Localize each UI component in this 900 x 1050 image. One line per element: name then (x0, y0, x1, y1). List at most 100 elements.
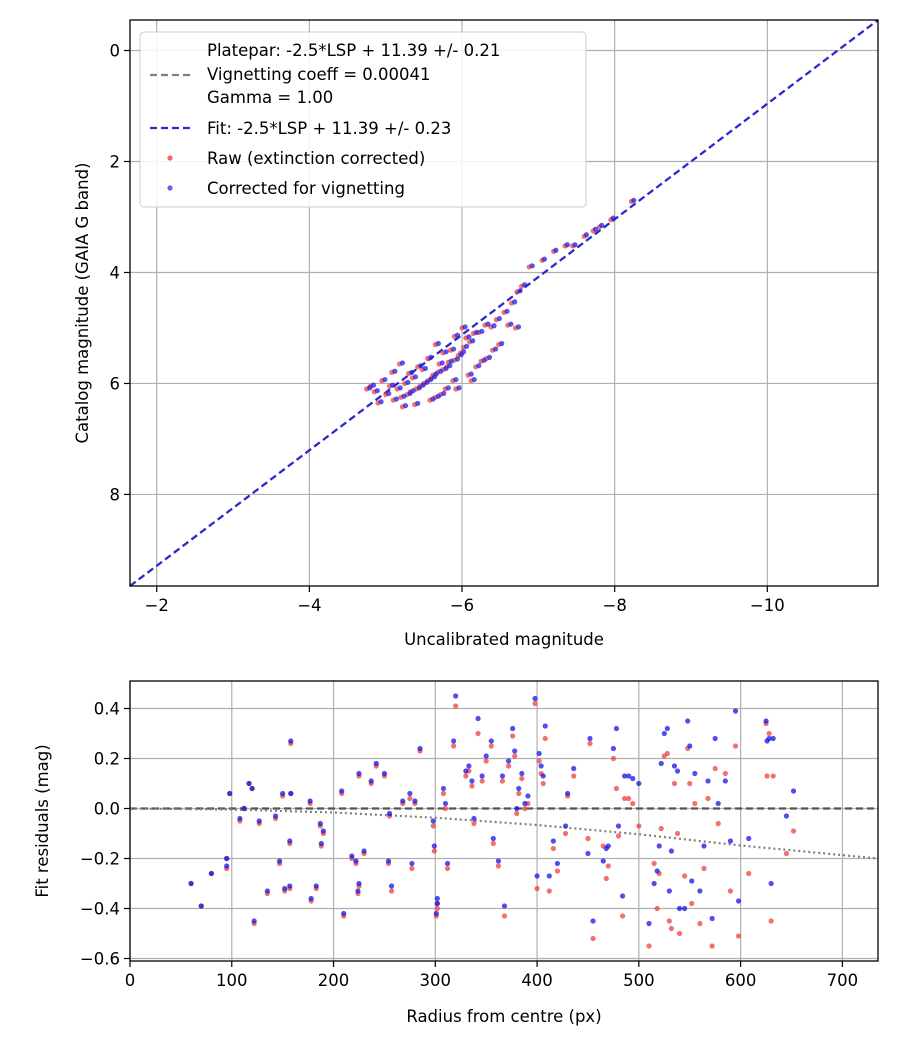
point-corrected (540, 773, 546, 779)
point-corrected (388, 883, 395, 889)
point-corrected (473, 329, 480, 336)
y-tick-label: 2 (110, 153, 121, 172)
point-corrected (256, 818, 262, 824)
point-corrected (768, 880, 774, 887)
point-corrected (469, 778, 475, 784)
point-corrected (453, 376, 459, 383)
point-corrected (392, 368, 398, 374)
point-corrected (381, 770, 388, 777)
legend-entry-fit: Fit: -2.5*LSP + 11.39 +/- 0.23 (207, 119, 451, 138)
point-raw (532, 700, 538, 707)
point-raw (519, 775, 525, 782)
point-corrected (417, 745, 423, 752)
point-corrected (626, 773, 632, 779)
point-raw (676, 930, 683, 937)
point-corrected (401, 393, 407, 399)
point-raw (712, 765, 718, 772)
point-corrected (430, 396, 436, 402)
point-corrected (651, 880, 657, 887)
point-corrected (277, 858, 283, 864)
point-corrected (515, 324, 522, 330)
point-corrected (529, 263, 535, 269)
point-raw (715, 820, 721, 827)
point-corrected (454, 356, 461, 362)
point-corrected (564, 242, 570, 248)
point-corrected (435, 340, 441, 347)
point-corrected (464, 343, 470, 349)
point-raw (605, 863, 611, 869)
top-x-axis-label: Uncalibrated magnitude (404, 630, 604, 649)
point-raw (451, 743, 457, 749)
point-corrected (287, 838, 293, 844)
point-corrected (722, 778, 728, 784)
legend-entry-vignetting: Vignetting coeff = 0.00041 (207, 65, 431, 84)
point-raw (510, 733, 516, 739)
x-tick-label: 700 (827, 971, 859, 990)
point-corrected (402, 403, 409, 409)
point-corrected (790, 788, 797, 794)
point-corrected (499, 340, 505, 347)
point-corrected (697, 888, 703, 894)
point-corrected (438, 368, 444, 374)
point-corrected (282, 885, 288, 892)
point-raw (705, 795, 711, 802)
bottom-y-axis-label: Fit residuals (mag) (33, 744, 52, 897)
point-raw (697, 920, 703, 927)
point-corrected (415, 400, 421, 407)
point-corrected (610, 215, 616, 221)
point-corrected (435, 393, 441, 399)
point-corrected (562, 823, 569, 829)
point-corrected (486, 354, 493, 360)
point-corrected (418, 363, 424, 369)
point-raw (550, 845, 556, 852)
point-corrected (605, 843, 611, 849)
bottom-reference-lines (129, 807, 879, 860)
point-corrected (522, 282, 528, 288)
point-raw (664, 750, 670, 757)
point-corrected (622, 773, 628, 779)
x-tick-label: −4 (297, 596, 321, 615)
point-raw (764, 773, 770, 779)
point-corrected (715, 800, 721, 807)
point-corrected (466, 763, 472, 769)
point-corrected (451, 738, 457, 744)
point-corrected (485, 321, 491, 327)
point-corrected (399, 360, 406, 366)
point-corrected (378, 399, 384, 405)
point-corrected (374, 388, 380, 394)
point-corrected (422, 365, 428, 372)
point-corrected (224, 855, 230, 862)
point-corrected (613, 725, 620, 732)
point-corrected (385, 858, 392, 864)
reference-line (129, 19, 879, 587)
point-corrected (664, 725, 670, 732)
point-raw (746, 870, 752, 877)
point-raw (727, 888, 734, 894)
point-corrected (471, 815, 477, 822)
bottom-x-axis-label: Radius from centre (px) (406, 1007, 601, 1026)
point-corrected (468, 371, 474, 377)
point-corrected (512, 299, 518, 305)
point-corrected (353, 858, 359, 864)
point-raw (536, 758, 542, 764)
point-corrected (495, 858, 501, 864)
point-raw (430, 823, 436, 829)
point-corrected (735, 898, 742, 904)
point-corrected (522, 800, 528, 807)
point-corrected (519, 770, 525, 777)
x-tick-label: 300 (420, 971, 452, 990)
y-tick-label: −0.2 (80, 850, 120, 869)
point-corrected (490, 835, 496, 842)
point-raw (636, 823, 642, 829)
point-raw (692, 800, 698, 807)
legend-entry-corrected: Corrected for vignetting (207, 179, 405, 198)
point-corrected (532, 695, 538, 702)
point-raw (495, 863, 501, 869)
point-corrected (783, 813, 790, 819)
point-corrected (448, 358, 454, 364)
point-raw (490, 840, 496, 847)
point-corrected (592, 226, 599, 232)
point-corrected (766, 735, 772, 742)
point-corrected (542, 723, 548, 729)
